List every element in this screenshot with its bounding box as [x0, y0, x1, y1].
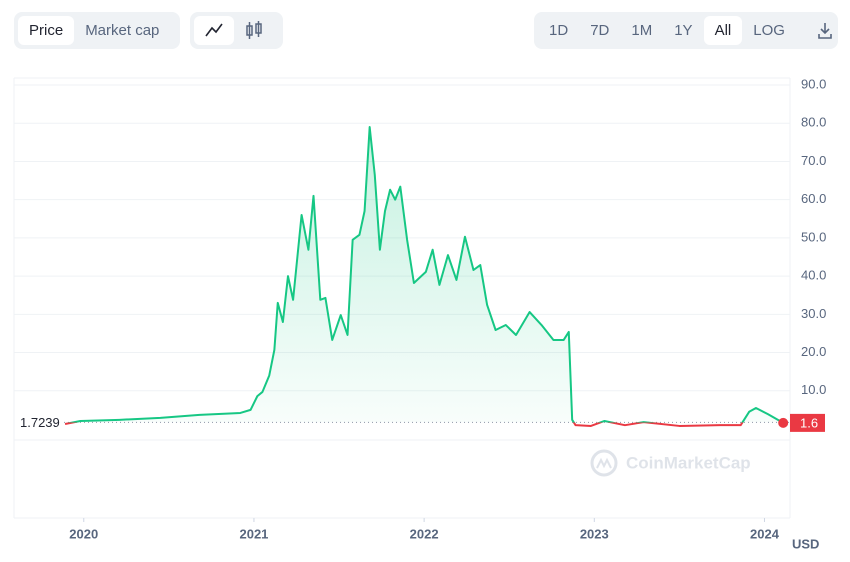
y-tick-label: 80.0	[801, 115, 826, 130]
watermark-logo	[596, 457, 612, 469]
x-tick-label: 2020	[69, 526, 98, 541]
current-value-label: 1.6	[800, 415, 818, 430]
x-tick-label: 2023	[580, 526, 609, 541]
watermark: CoinMarketCap	[590, 449, 751, 477]
range-button[interactable]: All	[703, 16, 743, 45]
y-axis-label: USD	[792, 536, 819, 551]
y-tick-label: 20.0	[801, 344, 826, 359]
y-tick-label: 70.0	[801, 153, 826, 168]
chart-type-group	[190, 12, 283, 49]
x-tick-label: 2024	[750, 526, 780, 541]
tab-group: Price Market cap	[14, 12, 180, 49]
candle-icon	[246, 21, 262, 39]
range-button[interactable]: 1Y	[674, 22, 693, 39]
download-button[interactable]	[808, 16, 842, 45]
y-tick-label: 90.0	[801, 76, 826, 91]
candle-chart-button[interactable]	[234, 16, 274, 45]
y-tick-label: 60.0	[801, 191, 826, 206]
watermark-text: CoinMarketCap	[626, 453, 751, 472]
y-tick-label: 40.0	[801, 268, 826, 283]
line-chart-button[interactable]	[194, 16, 234, 45]
current-dot	[778, 417, 789, 428]
x-tick-label: 2021	[239, 526, 268, 541]
range-button[interactable]: 1M	[631, 22, 653, 39]
price-line	[64, 126, 784, 427]
line-icon	[205, 23, 223, 37]
download-icon	[818, 23, 832, 39]
range-button[interactable]: 7D	[590, 22, 610, 39]
tab-button[interactable]: Market cap	[85, 22, 160, 39]
price-area	[73, 127, 783, 423]
y-tick-label: 30.0	[801, 306, 826, 321]
y-tick-label: 10.0	[801, 382, 826, 397]
tab-button[interactable]: Price	[18, 16, 75, 45]
x-tick-label: 2022	[410, 526, 439, 541]
watermark-logo	[590, 449, 618, 477]
log-button[interactable]: LOG	[753, 22, 785, 39]
range-button[interactable]: 1D	[549, 22, 569, 39]
reference-label: 1.7239	[20, 415, 60, 430]
y-tick-label: 50.0	[801, 229, 826, 244]
current-value-box	[790, 413, 825, 432]
range-group: 1D 7D 1M 1Y All LOG	[534, 12, 838, 49]
